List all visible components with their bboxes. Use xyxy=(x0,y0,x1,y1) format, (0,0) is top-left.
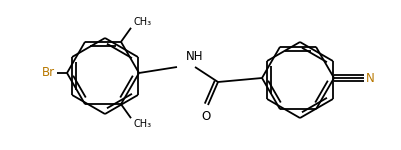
Text: Br: Br xyxy=(42,66,55,80)
Text: CH₃: CH₃ xyxy=(133,17,151,27)
Text: O: O xyxy=(201,110,211,123)
Text: NH: NH xyxy=(186,50,203,63)
Text: N: N xyxy=(366,72,375,84)
Text: CH₃: CH₃ xyxy=(133,119,151,129)
